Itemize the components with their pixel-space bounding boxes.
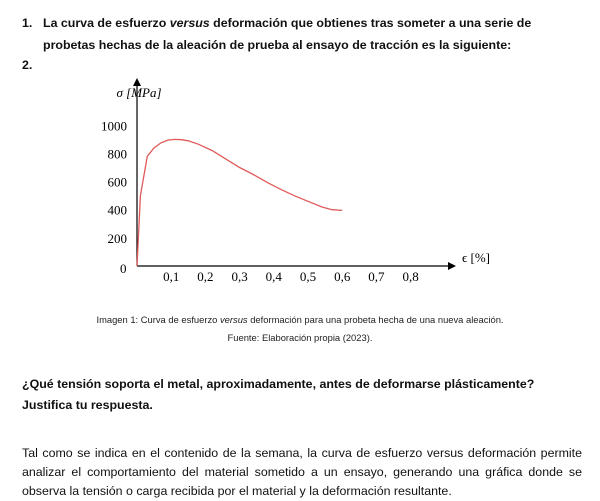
x-tick-label: 0,8 <box>402 269 418 284</box>
origin-label: 0 <box>120 261 127 276</box>
question-1-italic: versus <box>169 16 210 30</box>
figure-caption: Imagen 1: Curva de esfuerzo versus defor… <box>0 314 600 325</box>
y-tick-label: 1000 <box>101 118 127 133</box>
stress-strain-curve <box>136 138 343 267</box>
x-tick-label: 0,2 <box>197 269 213 284</box>
answer-text: Tal como se indica en el contenido de la… <box>22 446 582 498</box>
question-text: ¿Qué tensión soporta el metal, aproximad… <box>22 377 535 412</box>
caption-text: Imagen 1: Curva de esfuerzo <box>96 314 220 325</box>
question-2-number: 2. <box>22 58 33 72</box>
x-tick-label: 0,7 <box>368 269 385 284</box>
figure-source: Fuente: Elaboración propia (2023). <box>227 332 373 343</box>
y-tick-label: 600 <box>108 175 128 190</box>
x-axis-label: ϵ [%] <box>462 250 490 265</box>
x-tick-labels: 0,1 0,2 0,3 0,4 0,5 0,6 0,7 0,8 <box>163 269 419 284</box>
x-tick-label: 0,4 <box>266 269 283 284</box>
question-1-text-part: La curva de esfuerzo <box>43 16 170 30</box>
y-tick-label: 800 <box>108 146 128 161</box>
stress-strain-chart: σ [MPa] ϵ [%] 0 0,1 0,2 0,3 0,4 0,5 0,6 0,7 0,8… <box>101 78 490 284</box>
x-tick-label: 0,1 <box>163 269 179 284</box>
y-tick-labels: 200 400 600 800 1000 <box>101 118 127 246</box>
x-tick-label: 0,6 <box>334 269 351 284</box>
question-1-number: 1. <box>22 16 33 30</box>
x-tick-label: 0,3 <box>231 269 247 284</box>
y-tick-label: 200 <box>108 231 128 246</box>
question-1-text: La curva de esfuerzo versus deformación … <box>43 12 582 56</box>
question-1: 1. La curva de esfuerzo versus deformaci… <box>22 12 582 56</box>
y-axis-label: σ [MPa] <box>116 85 161 100</box>
caption-text: deformación para una probeta hecha de un… <box>247 314 504 325</box>
question-1-text-part: deformación que obtienes tras someter a … <box>43 16 532 52</box>
x-tick-label: 0,5 <box>300 269 316 284</box>
caption-italic: versus <box>219 314 248 325</box>
y-tick-label: 400 <box>108 203 128 218</box>
